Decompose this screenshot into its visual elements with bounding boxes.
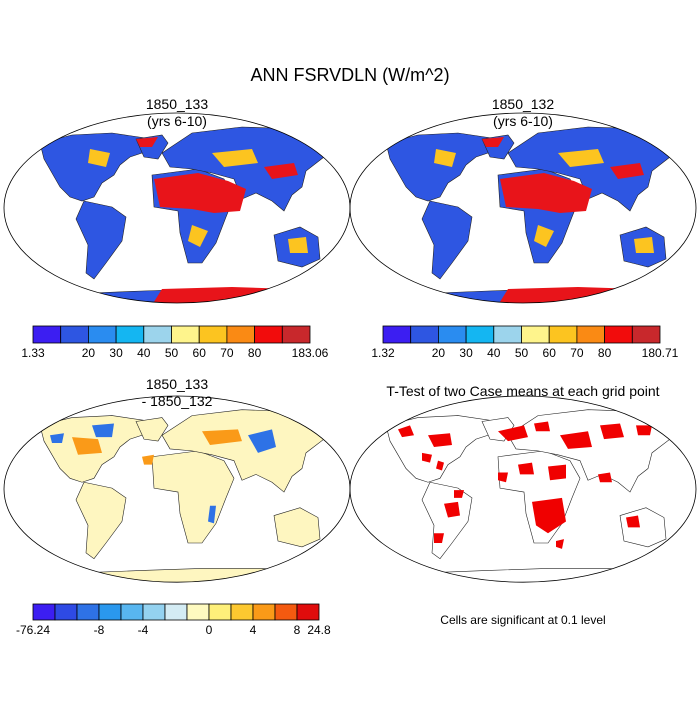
colorbar-label: 50	[165, 346, 179, 360]
panel-title: 1850_133	[146, 376, 209, 392]
colorbar-label: 20	[82, 346, 96, 360]
colorbar-box	[226, 325, 255, 344]
map	[3, 395, 351, 583]
colorbar-box	[437, 325, 467, 344]
colorbar-label: -4	[138, 623, 149, 637]
colorbar-label: 0	[206, 623, 213, 637]
colorbar-box	[60, 325, 89, 344]
colorbar-box	[493, 325, 522, 344]
colorbar-box	[171, 325, 200, 344]
colorbar-box	[54, 603, 78, 621]
panel-title: 1850_133	[146, 96, 209, 112]
colorbar-box	[32, 603, 56, 621]
colorbar-box	[631, 325, 661, 344]
colorbar-label: 50	[515, 346, 529, 360]
colorbar-box	[296, 603, 320, 621]
colorbar-box	[164, 603, 188, 621]
colorbar-box	[521, 325, 550, 344]
colorbar-label: 1.33	[21, 346, 45, 360]
colorbar-box	[143, 325, 172, 344]
colorbar-label: 183.06	[292, 346, 329, 360]
colorbar-label: 24.8	[307, 623, 331, 637]
panel-subtitle: - 1850_132	[142, 393, 213, 409]
map	[3, 112, 351, 304]
colorbar-box	[230, 603, 254, 621]
colorbar-label: 30	[109, 346, 123, 360]
colorbar-label: -76.24	[16, 623, 50, 637]
colorbar-label: 180.71	[642, 346, 679, 360]
figure-title: ANN FSRVDLN (W/m^2)	[250, 65, 449, 85]
colorbar-label: 70	[220, 346, 234, 360]
colorbar-box	[198, 325, 228, 344]
colorbar-label: 60	[193, 346, 207, 360]
colorbar-label: 80	[598, 346, 612, 360]
colorbar-box	[410, 325, 439, 344]
map	[349, 395, 697, 583]
colorbar-box	[208, 603, 232, 621]
colorbar-box	[576, 325, 606, 344]
colorbar-box	[465, 325, 495, 344]
colorbar-box	[186, 603, 210, 621]
colorbar-box	[548, 325, 578, 344]
colorbar-label: -8	[94, 623, 105, 637]
colorbar-label: 80	[248, 346, 262, 360]
panel-subtitle: (yrs 6-10)	[147, 113, 207, 129]
colorbar-box	[281, 325, 311, 344]
colorbar-label: 70	[570, 346, 584, 360]
colorbar-label: 20	[432, 346, 446, 360]
colorbar-box	[142, 603, 166, 621]
colorbar-label: 30	[459, 346, 473, 360]
colorbar-box	[115, 325, 145, 344]
colorbar-label: 60	[543, 346, 557, 360]
colorbar-label: 8	[294, 623, 301, 637]
colorbar-box	[88, 325, 117, 344]
colorbar-box	[274, 603, 298, 621]
colorbar-label: 4	[250, 623, 257, 637]
colorbar-box	[32, 325, 62, 344]
colorbar-box	[382, 325, 412, 344]
colorbar-box	[76, 603, 100, 621]
colorbar-label: 40	[487, 346, 501, 360]
colorbar-label: 40	[137, 346, 151, 360]
map	[349, 112, 697, 304]
panel-title: 1850_132	[492, 96, 555, 112]
panel-subtitle: (yrs 6-10)	[493, 113, 553, 129]
colorbar-box	[604, 325, 633, 344]
colorbar-box	[252, 603, 276, 621]
note: Cells are significant at 0.1 level	[440, 613, 605, 627]
panel-title: T-Test of two Case means at each grid po…	[386, 383, 659, 399]
colorbar-label: 1.32	[371, 346, 395, 360]
colorbars: 1.33 20 30 40 50 60 70 80 183.06 1.32 20 30 40 50 60 70…	[16, 325, 679, 637]
colorbar-box	[120, 603, 144, 621]
colorbar-box	[254, 325, 283, 344]
colorbar-box	[98, 603, 122, 621]
